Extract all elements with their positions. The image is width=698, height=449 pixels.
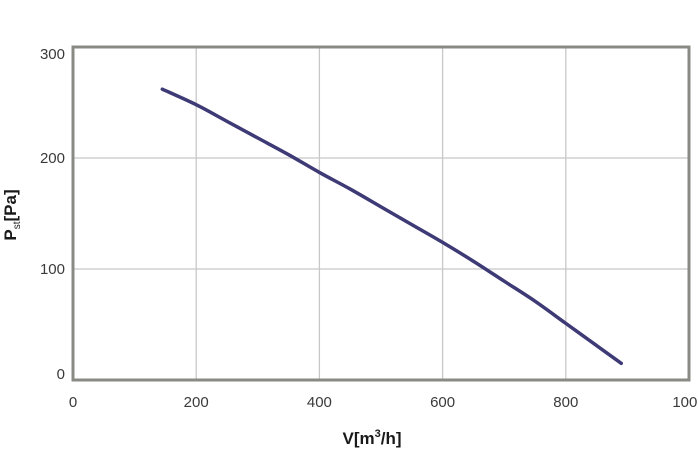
x-tick-label: 600 xyxy=(430,394,455,411)
y-tick-label: 100 xyxy=(40,261,65,278)
y-tick-labels: 0 100 200 300 xyxy=(40,46,65,383)
x-tick-label: 200 xyxy=(184,394,209,411)
y-tick-label: 200 xyxy=(40,150,65,167)
y-axis-label: Pst[Pa] xyxy=(1,189,23,240)
x-axis-label-tail: /h] xyxy=(381,429,402,448)
y-axis-label-tail: [Pa] xyxy=(1,189,20,221)
x-tick-label: 0 xyxy=(69,394,77,411)
y-tick-label: 0 xyxy=(57,366,65,383)
x-axis-label-main: V[m xyxy=(342,429,374,448)
y-axis-label-subscript: st xyxy=(12,221,23,229)
x-tick-label: 800 xyxy=(553,394,578,411)
x-tick-label: 400 xyxy=(307,394,332,411)
x-axis-label-superscript: 3 xyxy=(375,428,381,440)
grid-lines xyxy=(73,47,689,380)
x-axis-label: V[m3/h] xyxy=(342,428,401,448)
y-tick-label: 300 xyxy=(40,46,65,63)
series-line xyxy=(160,87,623,366)
plot-frame xyxy=(71,45,691,382)
y-axis-label-main: P xyxy=(1,229,20,240)
